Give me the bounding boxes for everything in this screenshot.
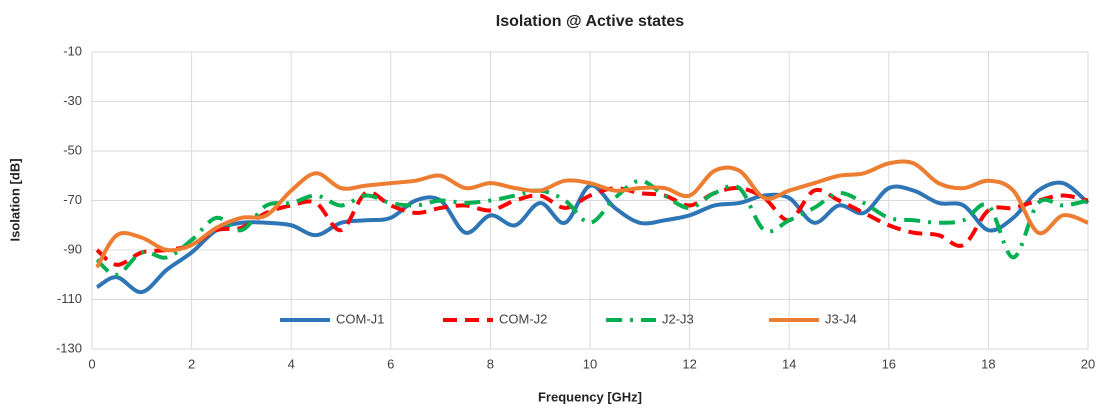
x-tick-label: 20 <box>1081 356 1095 371</box>
x-tick-label: 12 <box>682 356 696 371</box>
x-tick-label: 4 <box>288 356 295 371</box>
chart-title: Isolation @ Active states <box>496 13 685 30</box>
series-line <box>95 180 1090 295</box>
y-tick-label: -10 <box>63 43 82 58</box>
x-tick-label: 10 <box>583 356 597 371</box>
legend-label: COM-J1 <box>336 311 384 326</box>
x-tick-label: 2 <box>188 356 195 371</box>
legend-label: J3-J4 <box>825 311 857 326</box>
x-tick-label: 8 <box>487 356 494 371</box>
series-line <box>95 159 1089 269</box>
y-axis-title: Isolation [dB] <box>7 158 22 241</box>
x-tick-label: 14 <box>782 356 796 371</box>
y-tick-label: -70 <box>63 192 82 207</box>
legend-label: COM-J2 <box>499 311 547 326</box>
y-tick-label: -50 <box>63 142 82 157</box>
x-tick-label: 18 <box>981 356 995 371</box>
legend-label: J2-J3 <box>662 311 694 326</box>
y-tick-label: -30 <box>63 93 82 108</box>
x-tick-label: 16 <box>882 356 896 371</box>
y-tick-label: -90 <box>63 241 82 256</box>
x-axis-title: Frequency [GHz] <box>538 389 642 404</box>
series-line <box>95 178 1089 277</box>
x-tick-label: 0 <box>88 356 95 371</box>
y-tick-label: -130 <box>56 340 82 355</box>
y-tick-label: -110 <box>57 291 82 306</box>
x-tick-label: 6 <box>387 356 394 371</box>
